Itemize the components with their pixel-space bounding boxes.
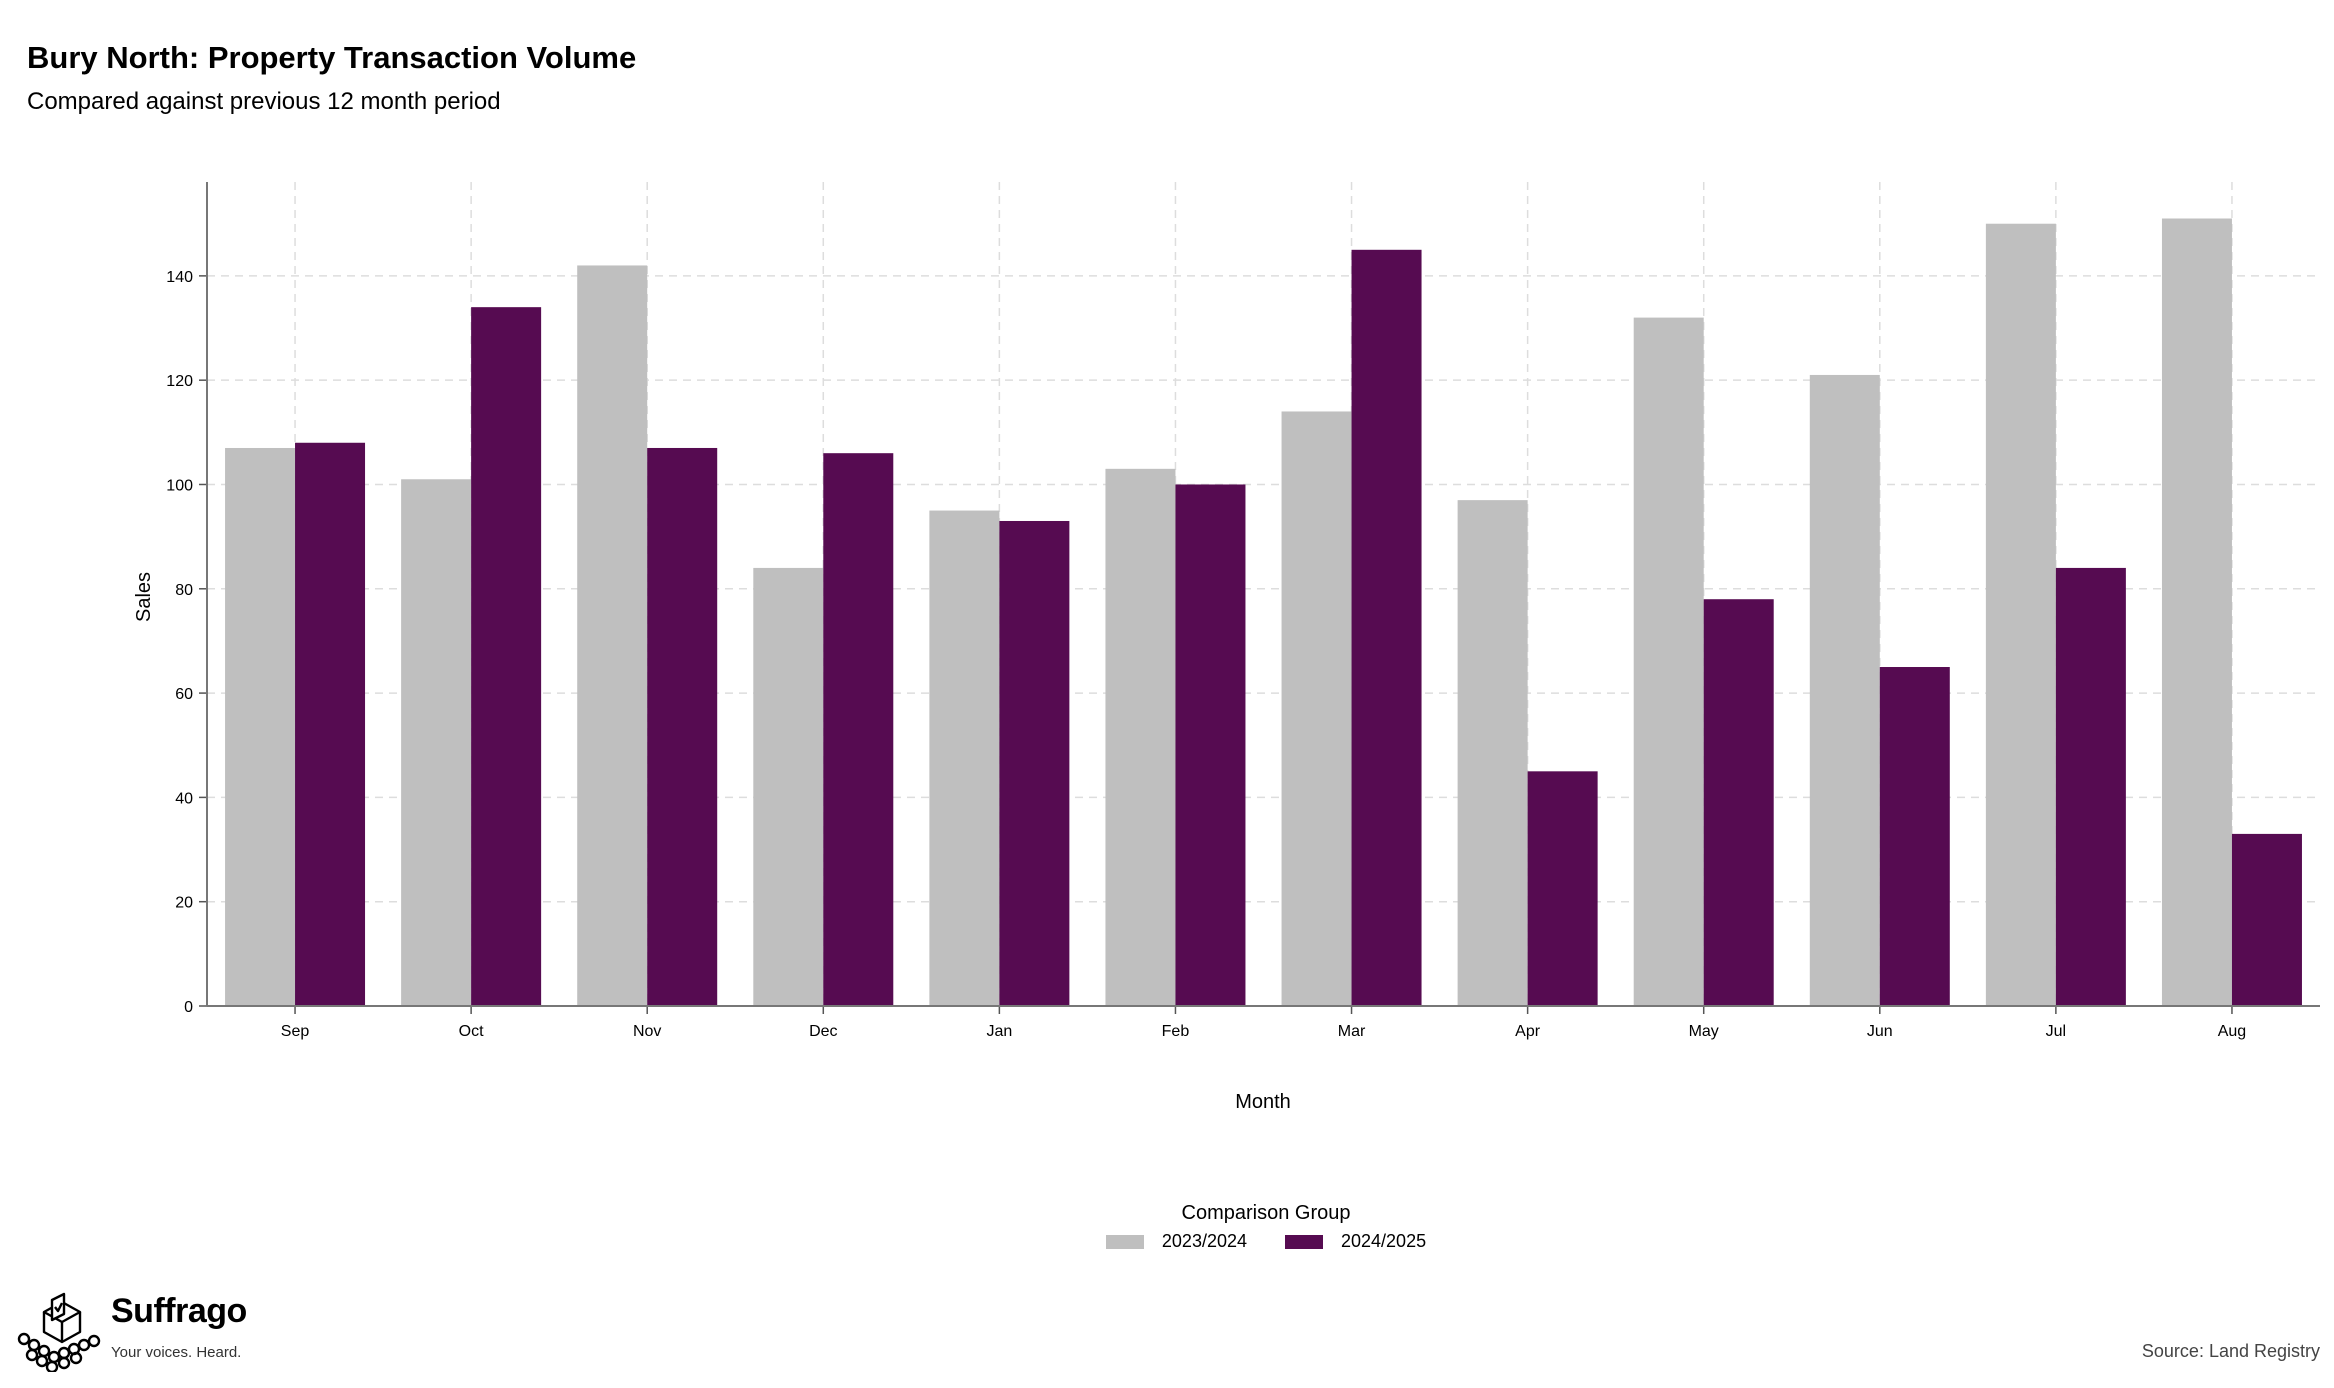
tick-labels: 0 20 40 60 80 100 120 140 Sep Oct Nov Dec Jan Feb Mar A… — [166, 269, 2246, 1040]
x-tick-label: May — [1689, 1023, 1719, 1040]
legend-swatch-2023-2024 — [1105, 1234, 1144, 1249]
bar-2023-2024-may — [1633, 317, 1704, 1006]
bar-2024-2025-sep — [295, 442, 366, 1006]
y-tick-label: 0 — [184, 999, 193, 1016]
y-tick-label: 100 — [166, 477, 193, 494]
y-axis-title: Sales — [133, 572, 155, 622]
bar-2024-2025-aug — [2231, 833, 2302, 1006]
bar-2024-2025-jun — [1879, 667, 1950, 1006]
x-tick-label: Aug — [2218, 1023, 2246, 1040]
x-tick-label: Nov — [633, 1023, 661, 1040]
source-note: Source: Land Registry — [2141, 1341, 2320, 1361]
bar-2023-2024-jun — [1809, 374, 1880, 1006]
legend-item-2023-2024: 2023/2024 — [1105, 1231, 1247, 1252]
x-tick-label: Oct — [459, 1023, 484, 1040]
x-tick-label: Sep — [281, 1023, 310, 1040]
chart-subtitle: Compared against previous 12 month perio… — [27, 88, 501, 115]
bar-2024-2025-feb — [1175, 484, 1246, 1006]
axes — [199, 182, 2320, 1014]
x-axis-title: Month — [1235, 1091, 1291, 1113]
x-tick-label: Apr — [1515, 1023, 1541, 1040]
y-tick-label: 80 — [175, 582, 193, 599]
bar-2024-2025-jul — [2055, 567, 2126, 1006]
y-tick-label: 60 — [175, 686, 193, 703]
y-tick-label: 20 — [175, 895, 193, 912]
bar-2023-2024-oct — [401, 479, 472, 1006]
legend-label-2024-2025: 2024/2025 — [1341, 1231, 1427, 1251]
bar-2024-2025-nov — [647, 447, 718, 1006]
y-tick-label: 120 — [166, 373, 193, 390]
bars — [225, 218, 2302, 1007]
legend-title: Comparison Group — [1181, 1202, 1351, 1224]
brand-name: Suffrago — [111, 1292, 247, 1330]
x-tick-label: Jun — [1867, 1023, 1893, 1040]
chart-title: Bury North: Property Transaction Volume — [27, 40, 637, 75]
legend-items: 2023/2024 2024/2025 — [1000, 1231, 1532, 1252]
ballot-box-icon — [17, 1292, 101, 1372]
y-tick-label: 140 — [166, 269, 193, 286]
x-tick-label: Feb — [1162, 1023, 1190, 1040]
bar-2024-2025-jan — [999, 520, 1070, 1006]
bar-2024-2025-mar — [1351, 249, 1422, 1006]
bar-2024-2025-apr — [1527, 771, 1598, 1006]
bar-2024-2025-may — [1703, 599, 1774, 1006]
bar-2024-2025-dec — [823, 453, 894, 1006]
bar-2023-2024-mar — [1281, 411, 1352, 1006]
x-tick-label: Dec — [809, 1023, 837, 1040]
legend-label-2023-2024: 2023/2024 — [1161, 1231, 1247, 1251]
bar-2024-2025-oct — [471, 307, 542, 1006]
x-tick-label: Jul — [2046, 1023, 2066, 1040]
bar-2023-2024-nov — [577, 265, 648, 1007]
x-tick-label: Mar — [1338, 1023, 1366, 1040]
bar-2023-2024-jan — [929, 510, 1000, 1006]
bar-2023-2024-sep — [225, 447, 296, 1006]
y-tick-label: 40 — [175, 790, 193, 807]
bar-2023-2024-jul — [1985, 223, 2056, 1007]
legend: Comparison Group 2023/2024 2024/2025 — [1000, 1202, 1532, 1252]
bar-2023-2024-dec — [753, 567, 824, 1006]
legend-item-2024-2025: 2024/2025 — [1285, 1231, 1426, 1252]
bar-2023-2024-aug — [2161, 218, 2232, 1006]
x-tick-label: Jan — [986, 1023, 1012, 1040]
legend-swatch-2024-2025 — [1285, 1234, 1323, 1249]
bar-2023-2024-feb — [1105, 468, 1176, 1006]
brand-logo: Suffrago Your voices. Heard. — [14, 1292, 274, 1372]
bar-2023-2024-apr — [1457, 500, 1528, 1006]
brand-tagline: Your voices. Heard. — [111, 1344, 242, 1361]
